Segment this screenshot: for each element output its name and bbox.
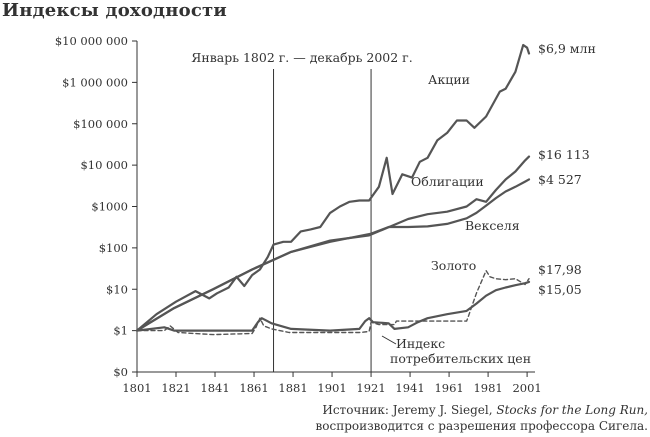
series bbox=[135, 43, 531, 336]
series-line-2 bbox=[135, 178, 531, 332]
x-tick-label: 1841 bbox=[200, 381, 229, 395]
x-tick-label: 1961 bbox=[434, 381, 463, 395]
series-line-4 bbox=[135, 280, 531, 332]
end-value-label-1: $16 113 bbox=[538, 147, 590, 162]
x-tick-label: 1981 bbox=[473, 381, 502, 395]
y-tick-label: $1 000 000 bbox=[62, 75, 128, 89]
stocks-label: Акции bbox=[428, 72, 470, 87]
axes: $0 $1 $10 $100 $1000 $10 000 $100 000 $1 000 00… bbox=[55, 34, 542, 395]
cpi-leader-line bbox=[381, 335, 397, 345]
y-tick-label: $10 000 bbox=[80, 158, 128, 172]
x-tick-label: 1861 bbox=[239, 381, 268, 395]
cpi-label-line2: потребительских цен bbox=[390, 351, 531, 366]
end-value-label-3: $17,98 bbox=[538, 262, 582, 277]
source-note: Источник: Jeremy J. Siegel, Stocks for t… bbox=[316, 402, 648, 434]
y-tick-label: $1 bbox=[113, 324, 128, 338]
chart-title: Индексы доходности bbox=[2, 0, 227, 21]
y-tick-label: $100 000 bbox=[73, 117, 128, 131]
x-tick-label: 1801 bbox=[122, 381, 151, 395]
x-tick-label: 2001 bbox=[512, 381, 541, 395]
end-value-label-0: $6,9 млн bbox=[538, 41, 596, 56]
x-tick-label: 1881 bbox=[278, 381, 307, 395]
x-tick-label: 1901 bbox=[317, 381, 346, 395]
y-tick-label: $100 bbox=[99, 241, 128, 255]
cpi-label-line1: Индекс bbox=[396, 336, 445, 351]
y-tick-label: $0 bbox=[113, 365, 128, 379]
source-prefix: Источник: Jeremy J. Siegel, bbox=[322, 403, 497, 417]
subtitle: Январь 1802 г. — декабрь 2002 г. bbox=[191, 50, 412, 65]
end-value-label-4: $15,05 bbox=[538, 282, 582, 297]
series-line-3 bbox=[136, 270, 530, 336]
source-line-2: воспроизводится с разрешения профессора … bbox=[315, 419, 648, 433]
x-tick-label: 1941 bbox=[395, 381, 424, 395]
bills-label: Векселя bbox=[465, 218, 520, 233]
gold-label: Золото bbox=[431, 258, 476, 273]
end-labels: $6,9 млн $16 113 $4 527 $17,98 $15,05 bbox=[538, 41, 596, 297]
end-value-label-2: $4 527 bbox=[538, 172, 582, 187]
x-tick-label: 1921 bbox=[356, 381, 385, 395]
y-tick-label: $10 bbox=[106, 282, 128, 296]
source-line-1: Источник: Jeremy J. Siegel, Stocks for t… bbox=[316, 402, 648, 418]
y-tick-label: $1000 bbox=[91, 200, 128, 214]
y-tick-label: $10 000 000 bbox=[55, 34, 128, 48]
source-book: Stocks for the Long Run, bbox=[496, 403, 648, 417]
x-tick-label: 1821 bbox=[161, 381, 190, 395]
bonds-label: Облигации bbox=[411, 174, 484, 189]
